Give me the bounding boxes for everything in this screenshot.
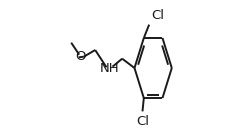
Text: O: O [75, 50, 85, 63]
Text: Cl: Cl [150, 9, 164, 22]
Text: NH: NH [100, 61, 119, 75]
Text: Cl: Cl [136, 115, 149, 128]
